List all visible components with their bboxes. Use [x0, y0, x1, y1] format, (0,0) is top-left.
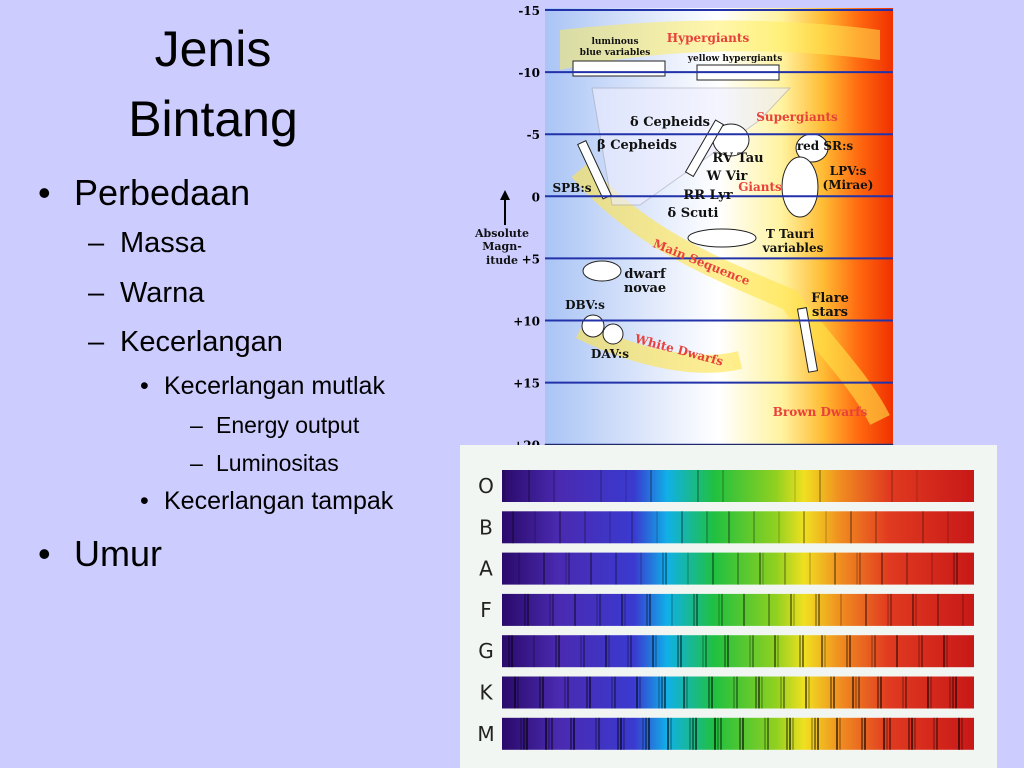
diagram-label: δ Scuti: [668, 206, 719, 221]
diagram-label: Flare: [811, 291, 849, 306]
spectrum: [502, 511, 974, 544]
magnitude-label: +15: [513, 377, 540, 391]
diagram-label: T Tauri: [766, 227, 815, 241]
spectrum: [502, 717, 974, 750]
diagram-label: δ Cepheids: [630, 115, 710, 130]
diagram-label: blue variables: [580, 48, 651, 58]
diagram-label: Absolute: [474, 227, 529, 240]
magnitude-label: +5: [522, 252, 540, 266]
diagram-label: LPV:s: [830, 164, 867, 178]
spectrum: [502, 635, 974, 668]
diagram-label: variables: [762, 241, 824, 255]
glow: [560, 20, 880, 70]
bullet-marker: –: [88, 326, 105, 358]
bullet-text: Kecerlangan mutlak: [164, 372, 385, 400]
diagram-label: dwarf: [624, 267, 667, 282]
spectrum: [502, 676, 974, 709]
diagram-label: Hypergiants: [667, 31, 750, 45]
diagram-label: RV Tau: [712, 151, 763, 166]
slide-title: Jenis Bintang: [40, 14, 386, 154]
bullet-text: Warna: [120, 277, 205, 309]
spectra: Spectral ClassOBAFGKM: [477, 469, 974, 750]
magnitude-label: 0: [532, 190, 540, 204]
bullet-text: Kecerlangan: [120, 326, 283, 358]
bullet-marker: •: [38, 533, 51, 574]
diagram-label: red SR:s: [797, 139, 854, 153]
diagram-label: W Vir: [706, 169, 748, 184]
bullet-text: Luminositas: [216, 450, 339, 476]
spectrum-label: G: [478, 639, 494, 663]
bullet-marker: –: [190, 450, 203, 476]
bullet-marker: •: [140, 487, 149, 515]
magnitude-label: +10: [513, 315, 540, 329]
diagram-label: Giants: [738, 180, 782, 194]
spectrum-label: K: [479, 681, 493, 705]
spectrum-label: B: [479, 515, 493, 539]
diagram-label: Magn-: [482, 240, 522, 253]
spectrum: [502, 593, 974, 626]
diagram-label: Supergiants: [756, 110, 838, 124]
diagram-label: itude: [486, 254, 518, 267]
bullet-marker: –: [88, 227, 105, 259]
hr-background: [545, 8, 893, 448]
arrow-head: [500, 190, 510, 200]
bullet-text: Energy output: [216, 412, 360, 438]
diagram-label: β Cepheids: [597, 138, 677, 153]
bullet-marker: •: [140, 372, 149, 400]
bullet-text: Massa: [120, 227, 206, 259]
spectrum: [502, 470, 974, 502]
magnitude-label: -15: [518, 4, 540, 18]
white-dwarf-band: [575, 321, 743, 373]
diagram-label: SPB:s: [552, 181, 591, 195]
diagram-label: DAV:s: [591, 347, 629, 361]
diagram-label: stars: [812, 305, 848, 320]
diagram-label: luminous: [591, 37, 638, 47]
diagram-label: (Mirae): [823, 178, 874, 192]
bullet-marker: •: [38, 172, 51, 213]
spectrum-label: O: [478, 474, 494, 498]
spectrum-label: A: [479, 557, 493, 581]
bullet-text: Kecerlangan tampak: [164, 487, 394, 515]
title-line: Bintang: [128, 91, 298, 147]
bullet-marker: –: [190, 412, 203, 438]
bullet-marker: –: [88, 277, 105, 309]
spectrum-label: M: [477, 722, 494, 746]
diagram-label: novae: [624, 281, 666, 296]
diagram-label: yellow hypergiants: [687, 54, 783, 64]
magnitude-label: -5: [527, 128, 540, 142]
title-line: Jenis: [154, 21, 272, 77]
diagram-label: DBV:s: [565, 298, 605, 312]
bullet-text: Perbedaan: [74, 172, 251, 213]
diagram-label: RR Lyr: [683, 188, 732, 203]
bullet-text: Umur: [74, 533, 162, 574]
main-sequence-band: [571, 162, 890, 426]
magnitude-label: -10: [518, 66, 540, 80]
diagram-label: Brown Dwarfs: [773, 405, 868, 419]
spectrum-label: F: [480, 598, 492, 622]
